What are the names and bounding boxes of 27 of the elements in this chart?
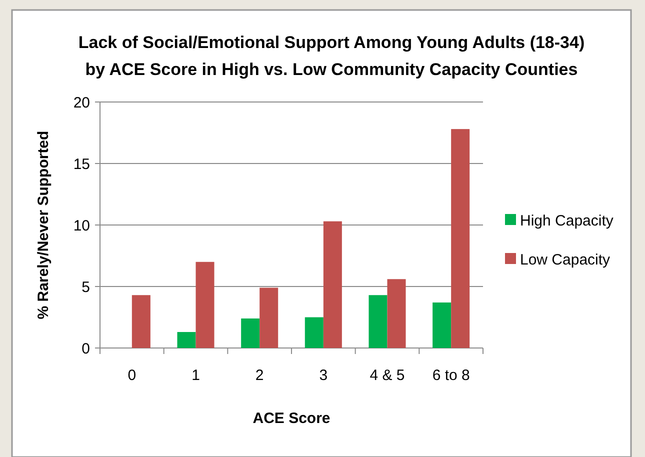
x-axis-title: ACE Score	[252, 410, 330, 427]
bar	[432, 302, 452, 348]
bar	[304, 317, 324, 348]
legend-label: Low Capacity	[520, 251, 611, 268]
y-tick-label: 15	[73, 156, 90, 173]
y-tick-label: 20	[73, 94, 90, 112]
bar	[260, 288, 278, 348]
y-tick-label: 10	[73, 217, 90, 234]
x-tick-label: 2	[255, 367, 264, 384]
bar	[196, 262, 214, 348]
x-tick-label: 1	[192, 367, 200, 384]
chart-title: Lack of Social/Emotional Support Among Young Adults (18-34) by ACE Score in High vs. Low Community Capacity Counties	[78, 33, 585, 79]
bar	[368, 295, 388, 348]
bar	[451, 129, 470, 348]
x-tick-label: 6 to 8	[432, 367, 470, 384]
x-tick-label: 0	[128, 367, 136, 384]
x-tick-label: 4 & 5	[370, 367, 405, 384]
bar	[132, 295, 150, 348]
bar	[387, 279, 406, 348]
bar	[323, 221, 342, 348]
legend-label: High Capacity	[520, 212, 614, 230]
bar	[177, 332, 196, 348]
y-axis-title: % Rarely/Never Supported	[35, 130, 52, 320]
bar	[241, 318, 260, 348]
y-tick-label: 0	[82, 340, 90, 358]
x-tick-label: 3	[319, 367, 328, 384]
y-tick-label: 5	[82, 278, 90, 296]
